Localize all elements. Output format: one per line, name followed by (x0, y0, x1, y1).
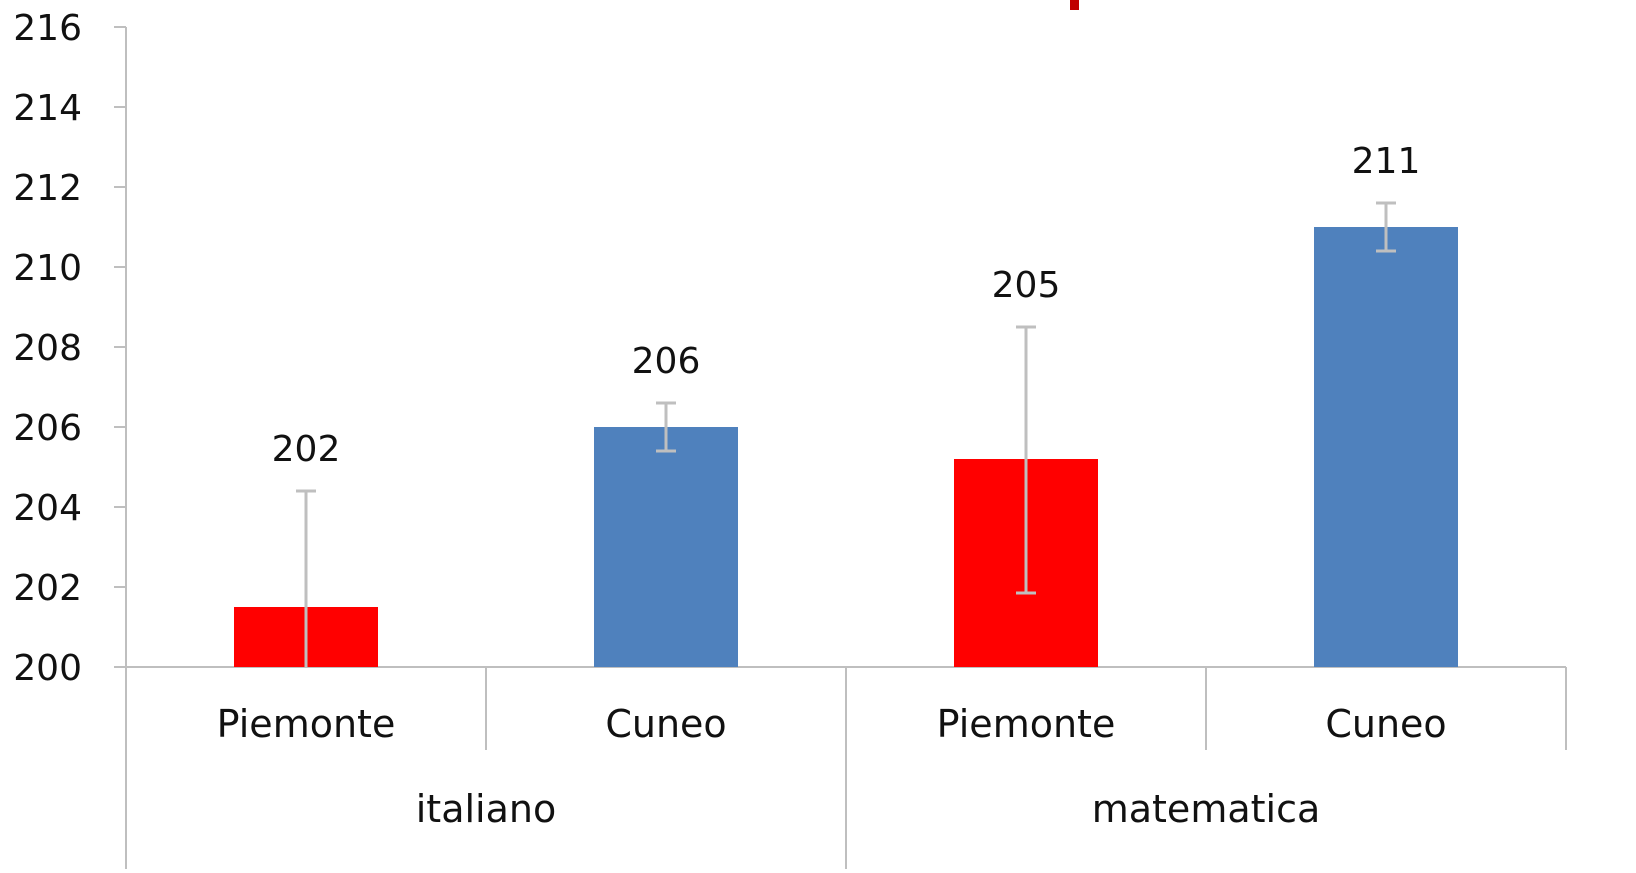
bar-matematica-cuneo (1314, 227, 1458, 667)
y-tick-label: 216 (13, 8, 82, 49)
group-label: matematica (1092, 787, 1321, 831)
y-tick-label: 200 (13, 648, 82, 689)
y-tick-label: 202 (13, 568, 82, 609)
data-label: 202 (272, 429, 341, 470)
y-tick-label: 210 (13, 248, 82, 289)
y-tick-label: 206 (13, 408, 82, 449)
bar-italiano-cuneo (594, 427, 738, 667)
labels: 200 202 204 206 208 210 212 214 216 202 Piemonte 20… (13, 8, 1446, 831)
error-bars (296, 201, 1396, 667)
category-label: Piemonte (217, 702, 396, 746)
bars (234, 227, 1458, 667)
data-label: 206 (632, 341, 701, 382)
y-tick-label: 208 (13, 328, 82, 369)
category-label: Cuneo (605, 702, 726, 746)
data-label: 211 (1352, 141, 1421, 182)
category-label: Piemonte (937, 702, 1116, 746)
data-label: 205 (992, 265, 1061, 306)
y-tick-label: 204 (13, 488, 82, 529)
category-label: Cuneo (1325, 702, 1446, 746)
y-tick-label: 214 (13, 88, 82, 129)
title-cutoff-mark (1070, 0, 1079, 10)
group-label: italiano (416, 787, 556, 831)
y-tick-label: 212 (13, 168, 82, 209)
